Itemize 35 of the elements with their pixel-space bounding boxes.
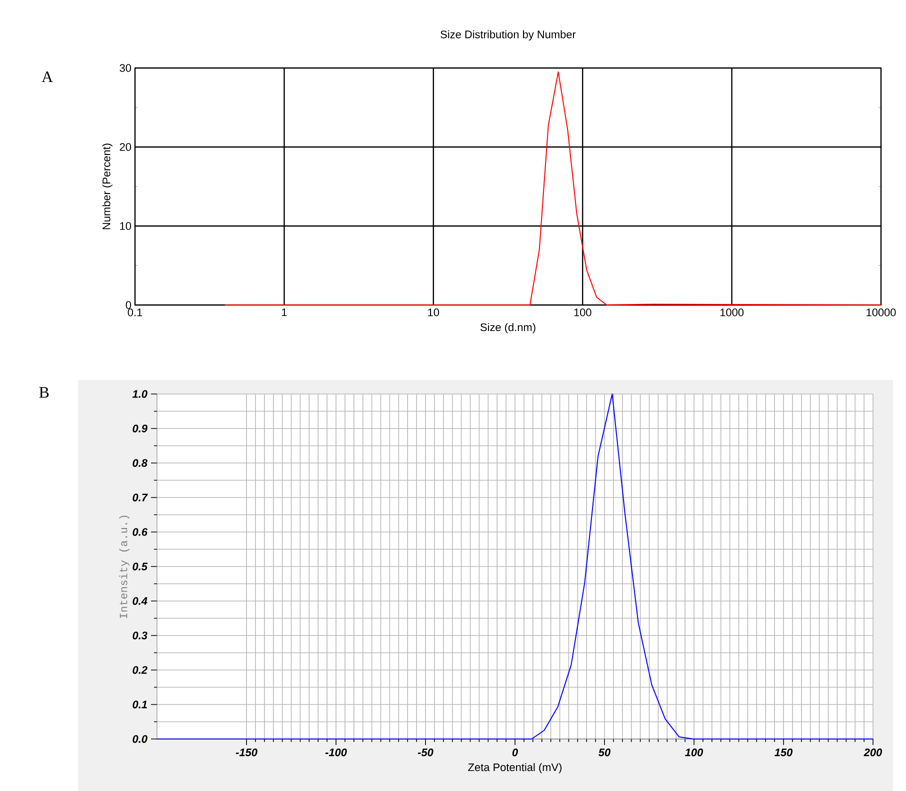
x-tick-label: 1 [282,308,287,316]
x-tick-label: 200 [864,748,882,756]
y-axis-title: Intensity (a.u.) [119,516,130,618]
text: A [42,72,53,82]
y-tick-label: 0.9 [132,424,148,432]
y-tick-label: 30 [120,64,132,72]
chart-title: Size Distribution by Number [440,30,576,40]
y-tick-label: 1.0 [132,390,148,398]
x-tick-label: -150 [236,748,258,756]
x-tick-label: 100 [574,308,592,316]
y-tick-label: 0 [126,301,132,309]
y-tick-label: 0.0 [132,735,148,743]
x-tick-label: 10000 [866,308,896,316]
y-tick-label: 0.8 [132,459,148,467]
x-tick-label: -100 [325,748,347,756]
x-tick-label: 50 [598,748,610,756]
y-tick-label: 0.5 [132,562,148,570]
x-tick-label: 10 [428,308,440,316]
x-tick-label: 1000 [720,308,744,316]
text: B [39,387,49,398]
y-tick-label: 0.2 [132,666,148,674]
y-tick-label: 0.4 [132,597,148,605]
x-tick-label: 0 [512,748,518,756]
x-axis-title: Zeta Potential (mV) [468,763,562,774]
x-axis-title: Size (d.nm) [480,323,536,334]
y-tick-label: 20 [120,143,132,151]
y-tick-label: 0.7 [132,494,148,502]
y-tick-label: 10 [120,222,132,230]
x-tick-label: 150 [774,748,793,756]
y-tick-label: 0.1 [132,700,147,708]
y-tick-label: 0.3 [132,632,148,640]
x-tick-label: 100 [685,748,704,756]
y-axis-title: Number (Percent) [102,144,112,230]
y-tick-label: 0.6 [132,528,148,536]
x-tick-label: -50 [418,748,434,756]
